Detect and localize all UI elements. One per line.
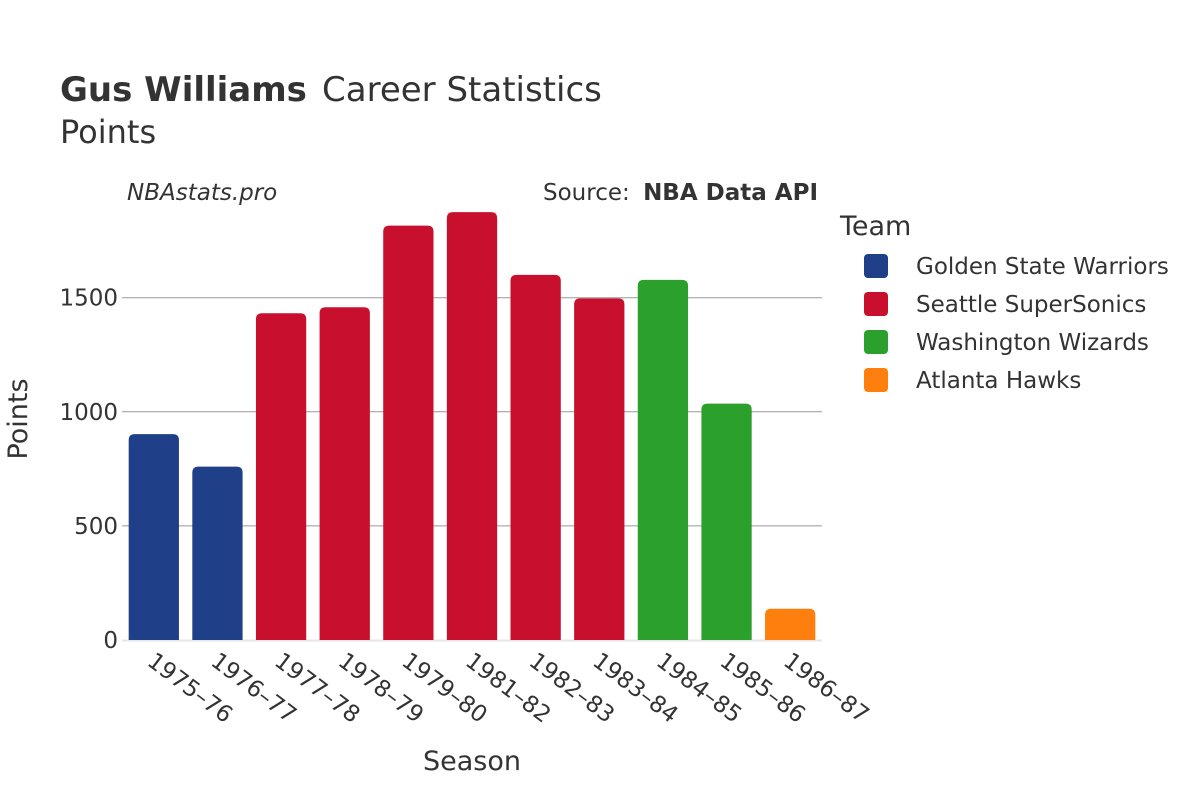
source-name: NBA Data API — [643, 180, 818, 206]
y-tick-label: 0 — [103, 628, 118, 654]
bar-1985–86 — [701, 403, 752, 640]
player-name: Gus Williams — [60, 70, 307, 110]
legend: Golden State Warriors Seattle SuperSonics… — [864, 254, 1169, 394]
legend-swatch — [864, 330, 888, 354]
bars — [128, 212, 816, 641]
bar-1978–79 — [319, 307, 370, 640]
legend-title: Team — [839, 211, 911, 242]
chart-title: Gus Williams Career Statistics — [60, 70, 602, 110]
bar-1986–87 — [765, 608, 816, 640]
y-axis-ticks: 0 500 1000 1500 — [59, 286, 118, 654]
y-tick-label: 1500 — [59, 286, 118, 312]
legend-swatch — [864, 292, 888, 316]
bar-1984–85 — [637, 279, 689, 640]
y-axis-label: Points — [3, 378, 34, 459]
bar-1981–82 — [446, 212, 498, 640]
source-credit: Source: NBA Data API — [543, 180, 818, 206]
bar-1977–78 — [255, 313, 307, 640]
bar-1975–76 — [128, 434, 179, 640]
bar-1983–84 — [574, 298, 625, 640]
y-tick-label: 500 — [74, 514, 118, 540]
title-suffix: Career Statistics — [322, 70, 602, 110]
legend-swatch — [864, 368, 888, 392]
legend-item-label: Atlanta Hawks — [916, 368, 1081, 394]
y-tick-label: 1000 — [59, 400, 118, 426]
bar-1979–80 — [383, 225, 434, 641]
legend-item-label: Seattle SuperSonics — [916, 292, 1146, 318]
x-axis-ticks: 1975–761976–771977–781978–791979–801981–… — [142, 648, 873, 729]
site-credit: NBAstats.pro — [127, 180, 277, 206]
legend-swatch — [864, 254, 888, 278]
bar-1982–83 — [510, 274, 561, 640]
bar-1976–77 — [192, 466, 243, 640]
legend-item-label: Golden State Warriors — [916, 254, 1169, 280]
legend-item-label: Washington Wizards — [916, 330, 1149, 356]
chart-subtitle: Points — [60, 113, 156, 151]
source-prefix: Source: — [543, 180, 630, 206]
x-axis-label: Season — [423, 746, 521, 777]
